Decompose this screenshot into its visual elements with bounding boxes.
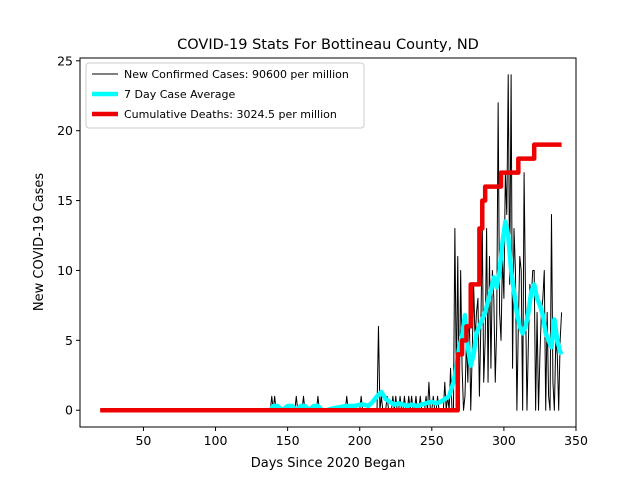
y-tick-label: 20 <box>57 123 73 138</box>
x-tick-label: 150 <box>276 433 300 448</box>
x-axis: 50 100 150 200 250 300 350 <box>135 427 588 448</box>
x-tick-label: 350 <box>564 433 588 448</box>
y-axis: 0 5 10 15 20 25 <box>57 53 80 418</box>
x-tick-label: 200 <box>348 433 372 448</box>
y-tick-label: 10 <box>57 263 73 278</box>
y-tick-label: 15 <box>57 193 73 208</box>
x-tick-label: 50 <box>135 433 151 448</box>
legend-label: 7 Day Case Average <box>124 88 236 101</box>
y-tick-label: 0 <box>65 403 73 418</box>
legend-box <box>85 62 365 129</box>
x-tick-label: 300 <box>492 433 516 448</box>
x-tick-label: 250 <box>420 433 444 448</box>
x-axis-label: Days Since 2020 Began <box>251 456 406 471</box>
series-line-2 <box>100 142 562 413</box>
y-tick-label: 25 <box>57 53 73 68</box>
legend-label: Cumulative Deaths: 3024.5 per million <box>124 108 337 121</box>
legend-label: New Confirmed Cases: 90600 per million <box>124 68 349 81</box>
y-axis-label: New COVID-19 Cases <box>32 173 47 311</box>
legend: New Confirmed Cases: 90600 per million 7 … <box>85 62 365 129</box>
x-tick-label: 100 <box>204 433 228 448</box>
y-tick-label: 5 <box>65 333 73 348</box>
axes-frame <box>79 57 577 428</box>
series-layer <box>100 74 564 413</box>
chart-title: COVID-19 Stats For Bottineau County, ND <box>177 37 479 53</box>
